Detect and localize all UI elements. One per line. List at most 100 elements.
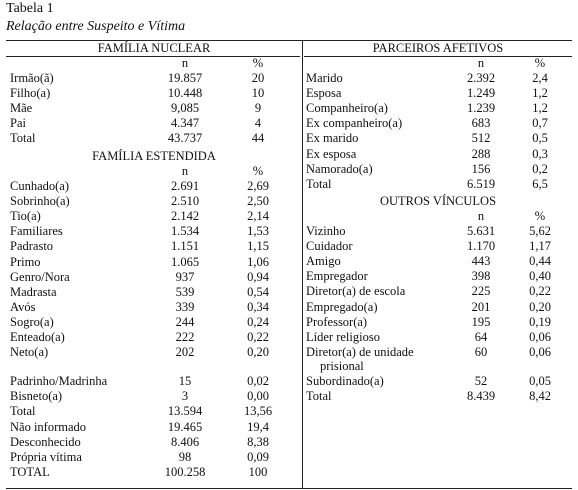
row-n-value: 398: [471, 269, 491, 284]
row-label: Namorado(a): [306, 161, 373, 176]
column-header-pct: %: [534, 209, 546, 223]
row-label: Mãe: [10, 101, 33, 116]
row-pct-value: 1,17: [529, 239, 551, 254]
row-pct-value: 1,2: [532, 86, 548, 101]
row-label: Tio(a): [10, 209, 41, 224]
row-label: Empregador: [306, 269, 368, 284]
section-heading: FAMÍLIA ESTENDIDA: [92, 149, 216, 163]
summary-row-n-value: 100.258: [164, 464, 206, 479]
row-label: Madrasta: [10, 284, 57, 299]
column-header-pct: %: [252, 164, 264, 178]
column-divider: [302, 40, 303, 488]
row-n-value: 1.151: [170, 239, 200, 254]
row-pct-value: 2,14: [247, 209, 269, 224]
row-n-value: 4.347: [170, 116, 200, 131]
table-caption: Relação entre Suspeito e Vítima: [6, 19, 186, 34]
row-label: Pai: [10, 116, 26, 131]
row-label: Cuidador: [306, 239, 353, 254]
row-pct-value: 44: [251, 131, 265, 146]
top-rule: [6, 40, 572, 41]
row-n-value: 3: [181, 389, 189, 404]
row-label: Vizinho: [306, 224, 346, 238]
row-label: Irmão(ã): [10, 71, 54, 85]
row-pct-value: 0,54: [247, 284, 269, 299]
row-label: Subordinado(a): [306, 373, 384, 388]
summary-row-n-value: 19.465: [167, 419, 203, 434]
row-n-value: 2.142: [170, 209, 200, 224]
row-pct-value: 0,22: [247, 330, 269, 344]
row-label: Líder religioso: [306, 329, 380, 344]
row-n-value: 9,085: [170, 101, 200, 116]
row-pct-value: 0,19: [529, 314, 551, 329]
row-pct-value: 1,15: [247, 239, 269, 254]
row-pct-value: 0,44: [529, 254, 551, 269]
row-pct-value: 0,40: [529, 269, 551, 284]
row-pct-value: 0,34: [247, 299, 269, 314]
right-header-rule: [304, 56, 572, 57]
row-pct-value: 4: [254, 116, 262, 131]
row-label: Total: [306, 389, 332, 403]
summary-row-label: Própria vítima: [10, 449, 82, 464]
section-heading: FAMÍLIA NUCLEAR: [97, 41, 211, 55]
row-label: Diretor(a) de escola: [306, 284, 406, 299]
row-n-value: 60: [474, 344, 488, 359]
row-n-value: 1.534: [170, 224, 200, 239]
row-pct-value: 0,7: [532, 116, 548, 131]
row-n-value: 244: [175, 314, 195, 329]
row-pct-value: 20: [251, 71, 265, 85]
summary-row-label: TOTAL: [10, 464, 50, 479]
row-n-value: 64: [474, 329, 488, 344]
row-label: Companheiro(a): [306, 101, 388, 116]
row-n-value: 201: [471, 299, 491, 314]
column-header-pct: %: [534, 56, 546, 70]
row-label: Sobrinho(a): [10, 194, 70, 209]
row-n-value: 2.510: [170, 194, 200, 209]
row-label: Bisneto(a): [10, 389, 63, 404]
row-n-value: 1.170: [466, 239, 496, 254]
row-pct-value: 1,2: [532, 101, 548, 116]
row-pct-value: 0,20: [529, 299, 551, 314]
row-pct-value: 5,62: [529, 224, 551, 238]
summary-row-pct-value: 0,09: [247, 449, 269, 464]
row-label: Esposa: [306, 86, 342, 101]
row-pct-value: 13,56: [243, 404, 273, 419]
table-number: Tabela 1: [6, 1, 54, 16]
summary-row-pct-value: 100: [248, 464, 268, 479]
row-pct-value: 1,53: [247, 224, 269, 239]
row-n-value: 339: [175, 299, 195, 314]
left-header-rule: [6, 56, 300, 57]
row-n-value: 195: [471, 314, 491, 329]
row-n-value: 225: [471, 284, 491, 299]
row-pct-value: 0,06: [529, 329, 551, 344]
row-pct-value: 6,5: [532, 176, 548, 191]
row-n-value: 15: [178, 374, 192, 389]
summary-row-pct-value: 8,38: [247, 434, 269, 449]
column-header-pct: %: [252, 56, 264, 70]
row-n-value: 443: [471, 254, 491, 269]
row-pct-value: 0,5: [532, 131, 548, 146]
row-n-value: 202: [175, 345, 195, 360]
row-label: Amigo: [306, 254, 341, 269]
row-pct-value: 0,05: [529, 373, 551, 388]
row-label: Avós: [10, 299, 36, 314]
row-label: Familiares: [10, 224, 63, 239]
row-pct-value: 0,20: [247, 345, 269, 360]
row-n-value: 8.439: [466, 389, 496, 403]
row-label: Genro/Nora: [10, 269, 70, 284]
summary-row-n-value: 8.406: [170, 434, 200, 449]
column-header-n: n: [181, 56, 189, 70]
row-pct-value: 2,50: [247, 194, 269, 209]
row-n-value: 1.249: [466, 86, 496, 101]
row-label: Cunhado(a): [10, 179, 70, 193]
row-label: Marido: [306, 71, 343, 85]
summary-row-label: Desconhecido: [10, 434, 81, 449]
row-pct-value: 8,42: [529, 389, 551, 403]
row-pct-value: 2,4: [532, 71, 548, 85]
row-label: Primo: [10, 254, 41, 269]
row-n-value: 43.737: [167, 131, 203, 146]
row-pct-value: 0,2: [532, 161, 548, 176]
row-n-value: 512: [471, 131, 491, 146]
row-label: Padrasto: [10, 239, 54, 254]
row-label: Total: [10, 404, 36, 419]
summary-row-pct-value: 19,4: [247, 419, 269, 434]
